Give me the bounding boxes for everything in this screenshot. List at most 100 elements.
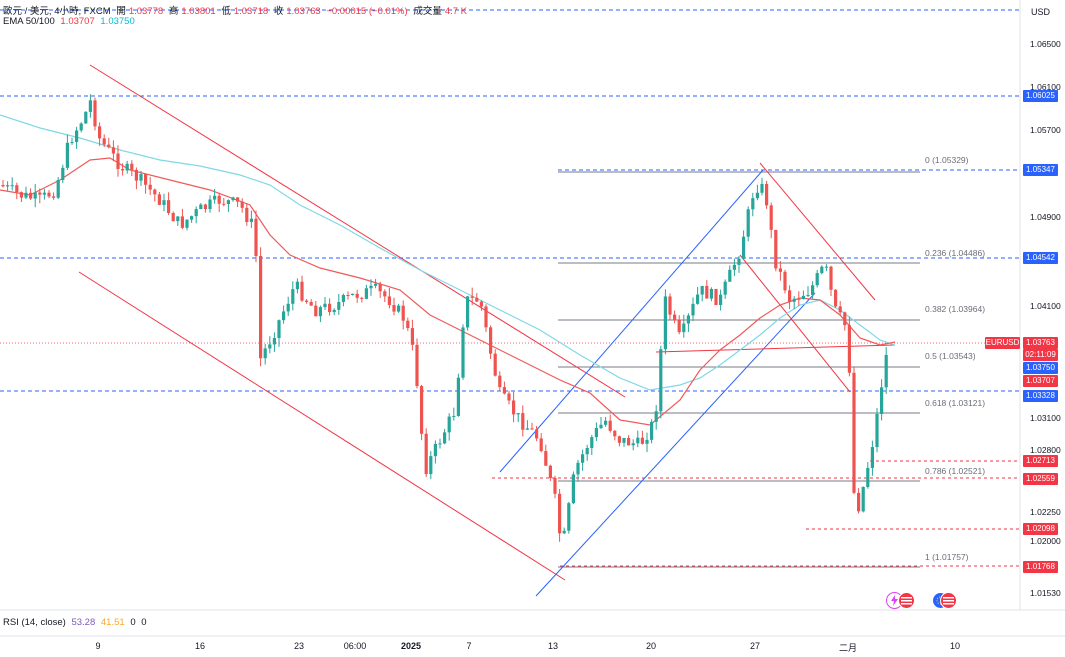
candle-body (604, 420, 608, 425)
candle-body (272, 338, 276, 345)
candle-body (847, 325, 851, 373)
candle-body (33, 192, 37, 199)
candle-body (240, 201, 244, 208)
candle-body (751, 198, 755, 210)
candle-body (167, 200, 171, 213)
candle-body (590, 437, 594, 449)
candle-body (682, 323, 686, 333)
candle-body (328, 303, 332, 313)
candle-body (479, 301, 483, 307)
candle-body (452, 415, 456, 417)
price-axis-tick: 1.05700 (1030, 125, 1061, 135)
candle-body (75, 130, 79, 143)
candle-body (185, 219, 189, 228)
candle-body (673, 314, 677, 320)
candle-body (374, 283, 378, 286)
candle-body (581, 454, 585, 463)
candle-body (6, 185, 10, 187)
candle-body (222, 203, 226, 205)
candle-body (636, 437, 640, 444)
horizontal-trend-line[interactable] (655, 344, 896, 353)
ema-label: EMA 50/100 (3, 16, 55, 27)
price-axis-tick: 1.03100 (1030, 413, 1061, 423)
candle-body (544, 451, 548, 466)
high-value: 1.03801 (181, 6, 216, 17)
candle-body (502, 387, 506, 394)
currency-label[interactable]: USD (1031, 7, 1051, 17)
candle-body (318, 307, 322, 317)
uptrend-channel-lower[interactable] (535, 292, 816, 597)
fib-level-label: 0.786 (1.02521) (925, 466, 986, 476)
candle-body (484, 306, 488, 328)
fibonacci-retracement[interactable] (558, 171, 920, 568)
candle-body (226, 200, 230, 204)
candle-body (875, 413, 879, 448)
downtrend-line-upper[interactable] (89, 64, 626, 398)
candle-body (884, 354, 888, 388)
candle-body (663, 296, 667, 350)
flag-us-icon-2[interactable] (940, 592, 957, 609)
candlestick-series[interactable] (1, 94, 888, 542)
volume-value: 4.7 K (444, 6, 468, 17)
candle-body (420, 386, 424, 434)
candle-body (765, 183, 769, 206)
candle-body (650, 421, 654, 440)
flag-us-icon[interactable] (898, 592, 915, 609)
symbol-legend[interactable]: 歐元 / 美元, 4小時, FXCM 開 1.03778 高 1.03801 低 1.… (3, 3, 470, 17)
candle-body (801, 295, 805, 300)
candle-body (659, 349, 663, 412)
candle-body (714, 288, 718, 305)
downtrend-channel-lower[interactable] (739, 254, 851, 393)
downtrend-line-lower[interactable] (78, 271, 566, 581)
candle-body (705, 285, 709, 299)
candle-body (548, 465, 552, 479)
candle-body (410, 328, 414, 345)
price-tag: 1.02098 (1023, 523, 1058, 535)
candle-body (203, 204, 207, 210)
candle-body (576, 462, 580, 475)
price-axis-tick: 1.02800 (1030, 445, 1061, 455)
candle-body (148, 184, 152, 190)
candle-body (282, 311, 286, 321)
candle-body (686, 315, 690, 324)
candle-body (719, 294, 723, 305)
candle-body (539, 438, 543, 452)
candle-body (824, 266, 828, 268)
rsi-value-3: 0 (130, 617, 136, 628)
uptrend-channel-upper[interactable] (499, 169, 764, 473)
candle-body (194, 209, 198, 217)
candle-body (153, 189, 157, 195)
candle-body (190, 216, 194, 220)
candle-body (268, 344, 272, 349)
rsi-value-1: 53.28 (71, 617, 96, 628)
candle-body (52, 196, 56, 198)
ema-legend[interactable]: EMA 50/100 1.03707 1.03750 (3, 16, 138, 27)
open-value: 1.03778 (128, 6, 164, 17)
candle-body (56, 179, 60, 198)
rsi-value-4: 0 (141, 617, 147, 628)
candle-body (291, 289, 295, 304)
candle-body (654, 411, 658, 422)
candle-body (521, 413, 525, 430)
candle-body (392, 305, 396, 312)
candle-body (249, 218, 253, 223)
price-tag: 1.03328 (1023, 390, 1058, 402)
candle-body (806, 295, 810, 297)
ema-50-line (0, 157, 896, 426)
candle-body (176, 216, 180, 222)
candle-body (378, 283, 382, 292)
low-label: 低 (221, 6, 231, 17)
candle-body (157, 194, 161, 205)
price-axis-tick: 1.02250 (1030, 507, 1061, 517)
candle-body (346, 294, 350, 296)
candle-body (88, 100, 92, 112)
rsi-legend[interactable]: RSI (14, close) 53.28 41.51 0 0 (3, 617, 150, 628)
candle-body (397, 305, 401, 312)
candle-body (677, 319, 681, 333)
candle-body (498, 375, 502, 388)
candle-body (29, 192, 33, 199)
candle-body (38, 192, 42, 195)
candle-body (857, 492, 861, 512)
downtrend-channel-upper[interactable] (759, 162, 876, 301)
